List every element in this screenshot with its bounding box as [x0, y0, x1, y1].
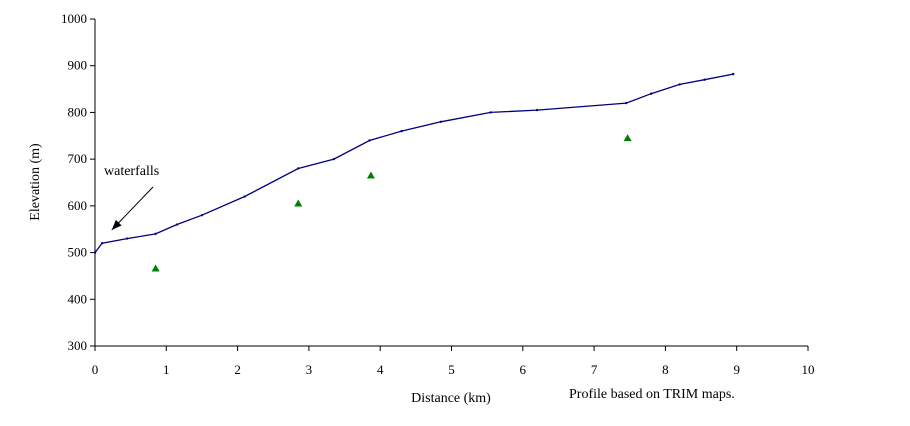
measured-point-triangle [294, 199, 303, 207]
x-axis-title: Distance (km) [411, 391, 491, 406]
profile-point [332, 157, 336, 161]
profile-point [100, 242, 104, 245]
x-tick-label: 8 [662, 362, 669, 377]
x-tick-label: 9 [733, 362, 740, 377]
y-tick-label: 800 [68, 104, 88, 119]
chart-marks [93, 72, 735, 272]
measured-point-triangle [366, 171, 375, 179]
profile-point [649, 92, 653, 95]
profile-point [439, 120, 443, 123]
profile-point [624, 101, 628, 105]
x-tick-label: 6 [520, 362, 527, 377]
x-tick-label: 1 [163, 362, 170, 377]
profile-point [243, 195, 246, 198]
y-tick-label: 600 [68, 198, 88, 213]
measured-point-triangle [623, 134, 632, 142]
x-tick-label: 4 [377, 362, 384, 377]
profile-point [297, 167, 300, 170]
waterfalls-arrow-head [111, 219, 122, 230]
source-note: Profile based on TRIM maps. [569, 387, 735, 402]
y-axis-title: Elevation (m) [28, 143, 43, 221]
profile-point [154, 232, 157, 236]
x-tick-label: 2 [234, 362, 241, 377]
profile-point [200, 214, 204, 217]
profile-point [400, 129, 403, 133]
profile-line [94, 73, 734, 253]
axis-ticks: 300 400 500 600 700 800 900 1000 0 1 2 3 4 5 6 7 8 9 10 [61, 11, 815, 377]
x-tick-label: 7 [591, 362, 598, 377]
measured-point-triangle [151, 264, 160, 272]
axes [94, 19, 808, 347]
profile-point [703, 78, 706, 81]
profile-point [125, 237, 129, 240]
y-tick-label: 900 [68, 58, 88, 73]
profile-point [489, 111, 492, 114]
profile-point [93, 251, 97, 254]
y-tick-label: 700 [68, 151, 88, 166]
y-tick-label: 400 [68, 291, 88, 306]
x-tick-label: 5 [448, 362, 455, 377]
x-tick-label: 3 [306, 362, 313, 377]
x-tick-label: 10 [802, 362, 815, 377]
waterfalls-annotation: waterfalls [104, 164, 159, 179]
profile-point [678, 83, 681, 86]
profile-point [175, 223, 179, 226]
y-tick-label: 300 [68, 338, 88, 353]
y-tick-label: 500 [68, 245, 88, 260]
profile-point [731, 72, 735, 76]
profile-point [368, 139, 371, 142]
x-tick-label: 0 [92, 362, 99, 377]
y-tick-label: 1000 [61, 11, 87, 26]
profile-point [535, 108, 539, 112]
